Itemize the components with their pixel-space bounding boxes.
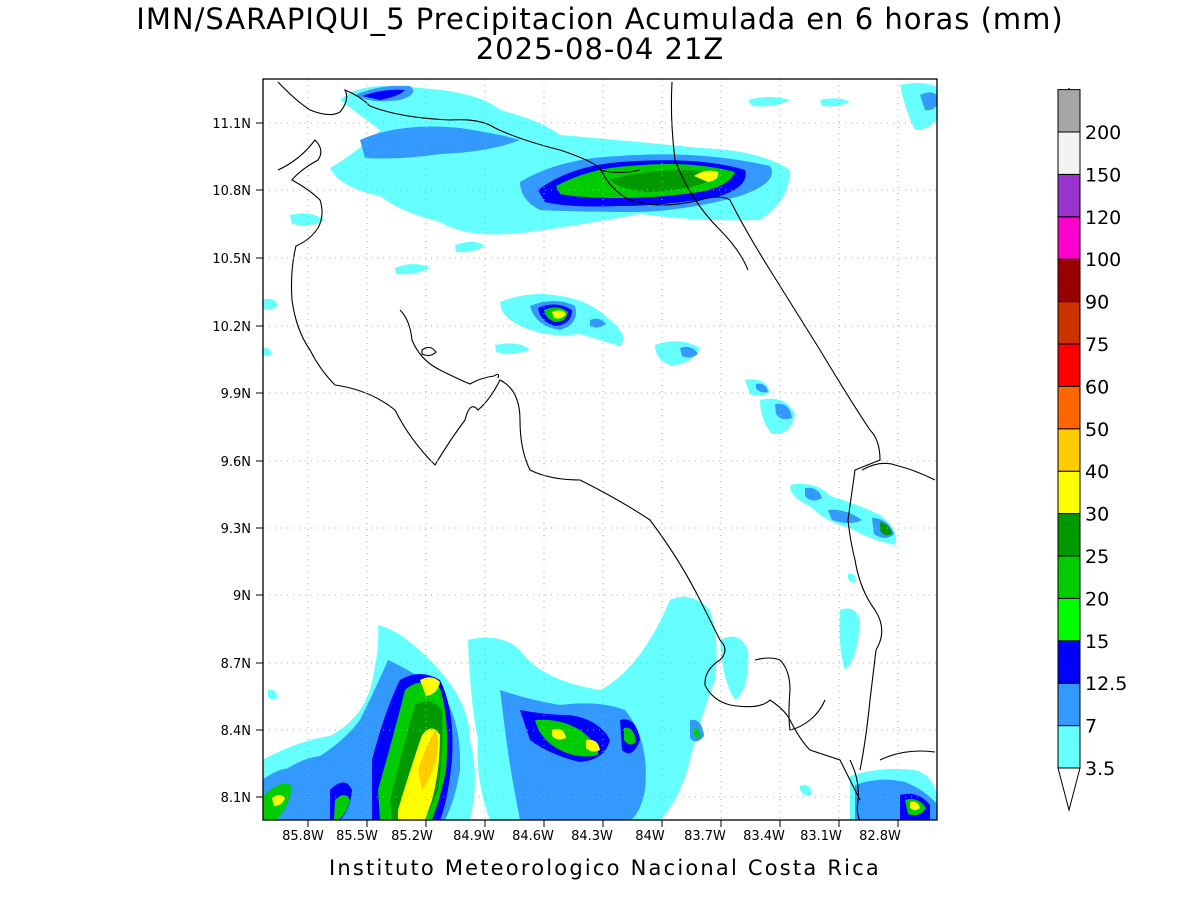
lat-tick-label: 9.6N [221,455,251,470]
lon-tick-label: 85.8W [282,829,324,844]
lon-tick-marks [307,820,899,827]
lon-tick-labels: 85.8W 85.5W 85.2W 84.9W 84.6W 84.3W 84W … [282,829,901,844]
lat-tick-label: 9.9N [221,387,251,402]
lat-tick-label: 8.4N [221,724,251,739]
colorbar-swatch [1057,470,1081,515]
colorbar-label: 60 [1085,376,1109,398]
lon-tick-label: 82.8W [859,829,901,844]
colorbar-label: 7 [1085,716,1097,738]
colorbar-swatch [1057,385,1081,430]
colorbar: 3.5 7 12.5 15 20 25 30 40 50 60 75 90 100 120 150 200 [1057,87,1127,812]
colorbar-swatch [1057,258,1081,303]
map-subtitle: 2025-08-04 21Z [475,32,725,66]
lat-tick-label: 8.7N [221,657,251,672]
lon-tick-label: 84W [635,829,665,844]
colorbar-label: 120 [1085,207,1121,229]
colorbar-labels: 3.5 7 12.5 15 20 25 30 40 50 60 75 90 100 120 150 200 [1085,122,1127,780]
gridlines [263,79,937,820]
lat-tick-marks [256,122,263,798]
lat-tick-label: 10.8N [212,184,251,199]
lon-tick-label: 84.3W [571,829,613,844]
lat-tick-label: 10.5N [212,252,251,267]
colorbar-swatch [1057,216,1081,260]
map-frame [262,78,938,821]
lon-tick-label: 84.9W [453,829,495,844]
rain-cells-central [263,294,896,583]
colorbar-label: 15 [1085,631,1109,653]
lat-tick-label: 8.1N [221,791,251,806]
colorbar-swatch [1057,131,1081,175]
lon-tick-label: 85.2W [391,829,433,844]
colorbar-swatch [1057,173,1081,218]
colorbar-label: 20 [1085,588,1109,610]
colorbar-label: 100 [1085,249,1121,271]
colorbar-swatches [1057,89,1081,769]
colorbar-label: 50 [1085,419,1109,441]
colorbar-swatch [1057,640,1081,684]
lon-tick-label: 83.1W [800,829,842,844]
colorbar-swatch [1057,89,1081,133]
colorbar-label: 12.5 [1085,673,1127,695]
colorbar-label: 200 [1085,122,1121,144]
lat-tick-label: 11.1N [212,117,251,132]
footer-credit: Instituto Meteorologico Nacional Costa R… [329,856,881,880]
colorbar-swatch [1057,513,1081,557]
rain-cells-south [263,596,937,820]
colorbar-label: 90 [1085,292,1109,314]
colorbar-swatch [1057,555,1081,599]
colorbar-swatch [1057,301,1081,345]
colorbar-label: 30 [1085,504,1109,526]
colorbar-bottom-arrow [1057,767,1081,812]
colorbar-label: 40 [1085,461,1109,483]
lon-tick-label: 84.6W [512,829,554,844]
lon-tick-label: 83.7W [684,829,726,844]
lon-tick-label: 83.4W [743,829,785,844]
lat-tick-label: 9N [233,589,251,604]
colorbar-label: 75 [1085,334,1109,356]
colorbar-swatch [1057,597,1081,642]
coastlines [277,81,936,820]
lat-tick-label: 10.2N [212,320,251,335]
colorbar-swatch [1057,725,1081,769]
colorbar-label: 3.5 [1085,758,1115,780]
lon-tick-label: 85.5W [336,829,378,844]
map-title: IMN/SARAPIQUI_5 Precipitacion Acumulada … [136,2,1064,36]
lat-tick-label: 9.3N [221,522,251,537]
lat-tick-labels: 11.1N 10.8N 10.5N 10.2N 9.9N 9.6N 9.3N 9… [212,117,251,806]
colorbar-swatch [1057,343,1081,387]
colorbar-label: 25 [1085,546,1109,568]
colorbar-swatch [1057,682,1081,727]
colorbar-swatch [1057,428,1081,472]
colorbar-label: 150 [1085,164,1121,186]
